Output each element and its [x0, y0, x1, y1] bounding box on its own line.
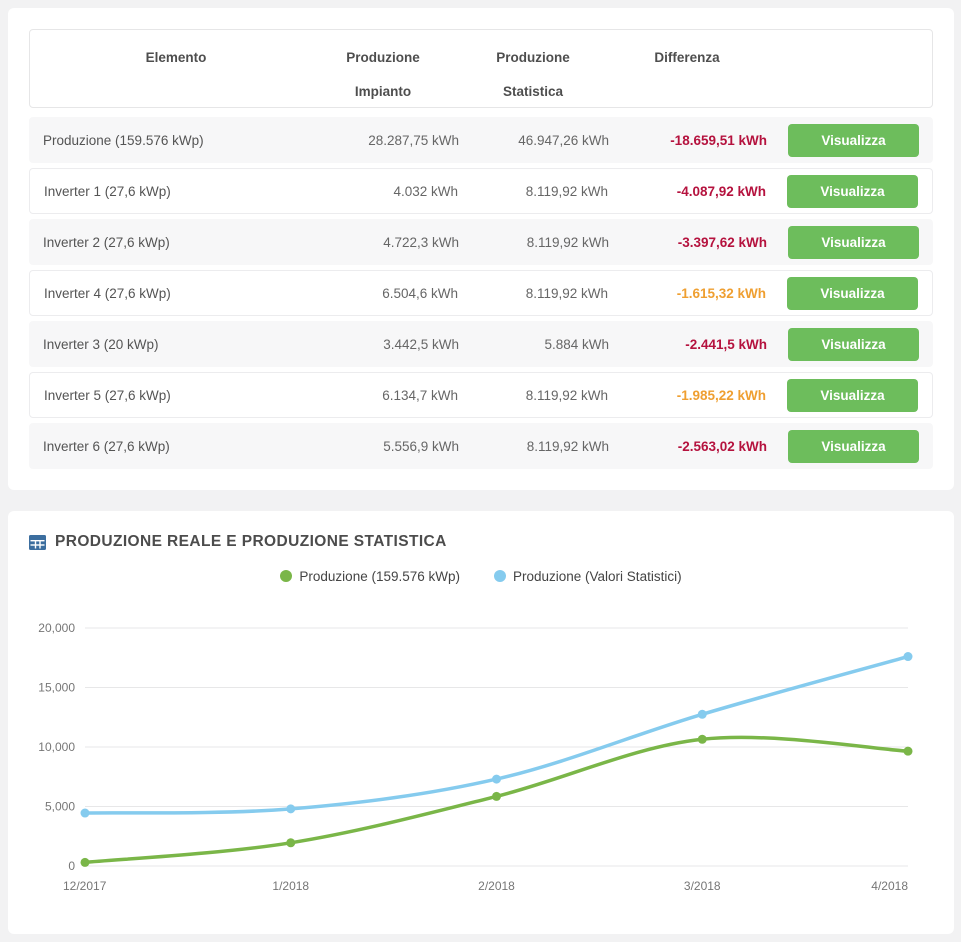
production-chart-card: PRODUZIONE REALE E PRODUZIONE STATISTICA…	[8, 511, 954, 934]
chart-title: PRODUZIONE REALE E PRODUZIONE STATISTICA	[55, 533, 447, 550]
chart-legend: Produzione (159.576 kWp) Produzione (Val…	[29, 566, 933, 586]
header-produzione-impianto: Produzione Impianto	[346, 50, 420, 99]
element-cell: Inverter 5 (27,6 kWp)	[44, 387, 171, 403]
impianto-cell: 6.504,6 kWh	[382, 285, 458, 301]
element-cell: Inverter 1 (27,6 kWp)	[44, 183, 171, 199]
data-point	[697, 709, 707, 719]
legend-label: Produzione (159.576 kWp)	[299, 568, 460, 584]
header-produzione-statistica: Produzione Statistica	[496, 50, 570, 99]
element-cell: Inverter 2 (27,6 kWp)	[43, 234, 170, 250]
data-point	[286, 838, 296, 848]
differenza-cell: -2.563,02 kWh	[677, 438, 767, 454]
statistica-cell: 8.119,92 kWh	[525, 387, 608, 403]
visualizza-button[interactable]: Visualizza	[787, 378, 918, 412]
visualizza-button[interactable]: Visualizza	[787, 174, 918, 208]
data-point	[903, 746, 913, 756]
element-cell: Inverter 3 (20 kWp)	[43, 336, 159, 352]
impianto-cell: 5.556,9 kWh	[383, 438, 459, 454]
data-point	[80, 857, 90, 867]
differenza-cell: -18.659,51 kWh	[670, 132, 767, 148]
svg-text:2/2018: 2/2018	[478, 879, 515, 893]
statistica-cell: 8.119,92 kWh	[526, 234, 609, 250]
table-icon	[29, 534, 46, 550]
statistica-cell: 8.119,92 kWh	[525, 183, 608, 199]
visualizza-button[interactable]: Visualizza	[788, 225, 919, 259]
production-table-card: Elemento Produzione Impianto Produzione St…	[8, 8, 954, 490]
statistica-cell: 8.119,92 kWh	[526, 438, 609, 454]
visualizza-button[interactable]: Visualizza	[787, 276, 918, 310]
svg-text:3/2018: 3/2018	[684, 879, 721, 893]
element-cell: Inverter 4 (27,6 kWp)	[44, 285, 171, 301]
table-row: Inverter 4 (27,6 kWp) 6.504,6 kWh 8.119,…	[29, 270, 933, 316]
data-point	[492, 791, 501, 801]
impianto-cell: 3.442,5 kWh	[383, 336, 459, 352]
table-row: Inverter 6 (27,6 kWp) 5.556,9 kWh 8.119,…	[29, 423, 933, 469]
impianto-cell: 28.287,75 kWh	[368, 132, 459, 148]
svg-text:1/2018: 1/2018	[272, 879, 309, 893]
table-row: Produzione (159.576 kWp) 28.287,75 kWh 4…	[29, 117, 933, 163]
table-row: Inverter 3 (20 kWp) 3.442,5 kWh 5.884 kW…	[29, 321, 933, 367]
legend-dot-blue-icon	[494, 570, 506, 582]
differenza-cell: -2.441,5 kWh	[685, 336, 767, 352]
header-differenza: Differenza	[654, 50, 720, 65]
visualizza-button[interactable]: Visualizza	[788, 123, 919, 157]
table-row: Inverter 1 (27,6 kWp) 4.032 kWh 8.119,92…	[29, 168, 933, 214]
data-point	[492, 774, 501, 784]
table-row: Inverter 2 (27,6 kWp) 4.722,3 kWh 8.119,…	[29, 219, 933, 265]
element-cell: Produzione (159.576 kWp)	[43, 132, 204, 148]
line-chart: 0 5,000 10,000 15,000 20,000 12/2017 1/2018 2/2…	[29, 592, 933, 924]
impianto-cell: 4.722,3 kWh	[383, 234, 459, 250]
differenza-cell: -1.615,32 kWh	[676, 285, 766, 301]
header-action	[766, 38, 918, 107]
svg-text:5,000: 5,000	[45, 800, 75, 814]
svg-text:4/2018: 4/2018	[871, 879, 908, 893]
differenza-cell: -3.397,62 kWh	[677, 234, 767, 250]
differenza-cell: -1.985,22 kWh	[676, 387, 766, 403]
data-point	[80, 808, 90, 818]
data-point	[697, 734, 707, 744]
impianto-cell: 6.134,7 kWh	[382, 387, 458, 403]
statistica-cell: 8.119,92 kWh	[525, 285, 608, 301]
legend-label: Produzione (Valori Statistici)	[513, 568, 682, 584]
svg-text:12/2017: 12/2017	[63, 879, 107, 893]
legend-dot-green-icon	[280, 570, 293, 582]
table-row: Inverter 5 (27,6 kWp) 6.134,7 kWh 8.119,…	[29, 372, 933, 418]
visualizza-button[interactable]: Visualizza	[788, 327, 919, 361]
statistica-cell: 5.884 kWh	[544, 336, 609, 352]
data-point	[286, 804, 296, 814]
data-point	[903, 652, 913, 662]
element-cell: Inverter 6 (27,6 kWp)	[43, 438, 170, 454]
impianto-cell: 4.032 kWh	[393, 183, 458, 199]
legend-item-produzione[interactable]: Produzione (159.576 kWp)	[280, 569, 460, 584]
header-elemento: Elemento	[145, 50, 207, 65]
table-header: Elemento Produzione Impianto Produzione St…	[29, 29, 933, 108]
visualizza-button[interactable]: Visualizza	[788, 429, 919, 463]
differenza-cell: -4.087,92 kWh	[676, 183, 766, 199]
chart-title-row: PRODUZIONE REALE E PRODUZIONE STATISTICA	[29, 533, 933, 551]
statistica-cell: 46.947,26 kWh	[518, 132, 609, 148]
svg-text:10,000: 10,000	[38, 740, 75, 754]
svg-text:15,000: 15,000	[38, 681, 75, 695]
legend-item-statistici[interactable]: Produzione (Valori Statistici)	[494, 569, 682, 584]
svg-text:20,000: 20,000	[38, 621, 75, 635]
svg-text:0: 0	[68, 859, 75, 873]
